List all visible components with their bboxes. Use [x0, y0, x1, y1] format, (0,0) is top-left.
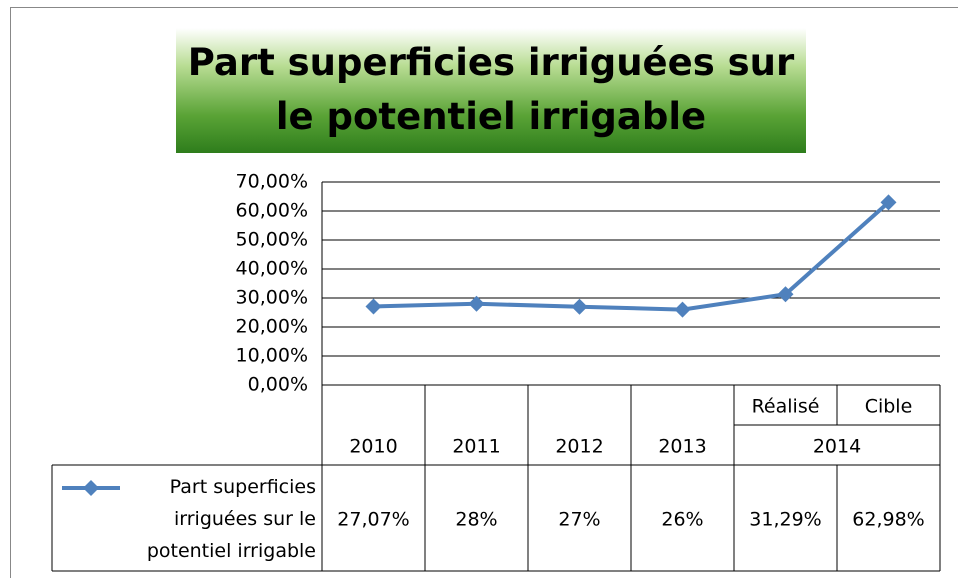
legend-label: Part superficies irriguées sur le potent… [146, 476, 316, 562]
marker [365, 298, 382, 315]
y-tick-label: 50,00% [236, 229, 308, 251]
legend-marker [83, 480, 99, 496]
data-table-value: 62,98% [852, 509, 924, 531]
y-tick-label: 20,00% [236, 316, 308, 338]
marker [880, 194, 897, 211]
x-group-label: 2014 [813, 436, 861, 458]
x-tick-label: 2012 [555, 436, 603, 458]
marker [674, 301, 691, 318]
data-table-value: 31,29% [749, 509, 821, 531]
x-tick-label: 2013 [658, 436, 706, 458]
y-tick-label: 70,00% [236, 171, 308, 193]
x-tick-label: Réalisé [752, 396, 820, 418]
y-tick-label: 40,00% [236, 258, 308, 280]
y-tick-label: 10,00% [236, 345, 308, 367]
marker [468, 295, 485, 312]
x-tick-label: 2010 [349, 436, 397, 458]
y-tick-label: 60,00% [236, 200, 308, 222]
y-tick-label: 30,00% [236, 287, 308, 309]
frame [10, 7, 958, 578]
chart-title: Part superficies irriguées sur le potent… [176, 28, 806, 153]
marker [571, 298, 588, 315]
data-table-value: 28% [455, 509, 497, 531]
data-table-value: 27% [558, 509, 600, 531]
series-line [373, 200, 890, 312]
data-table-value: 26% [661, 509, 703, 531]
y-tick-label: 0,00% [248, 374, 308, 396]
marker [777, 286, 794, 303]
x-tick-label: 2011 [452, 436, 500, 458]
data-table-value: 27,07% [337, 509, 409, 531]
x-tick-label: Cible [865, 396, 913, 418]
